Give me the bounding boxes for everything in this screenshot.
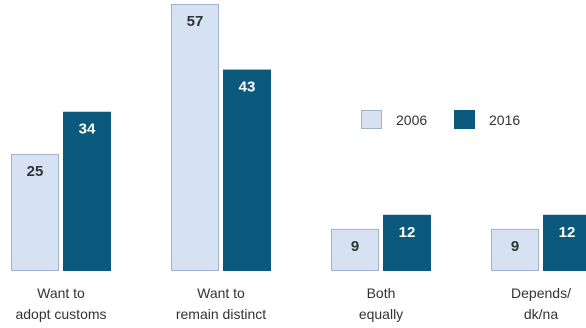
bar-2016-3: [543, 214, 586, 271]
value-label-2006-2: 9: [351, 238, 359, 255]
category-label-2-line-0: Both: [367, 285, 396, 301]
value-label-2016-1: 43: [239, 79, 256, 96]
bar-2006-1: [171, 4, 219, 271]
legend-swatch-2006: [361, 110, 382, 129]
legend: 2006 2016: [361, 110, 520, 129]
value-label-2006-3: 9: [511, 238, 519, 255]
value-label-2016-3: 12: [559, 224, 576, 241]
value-label-2016-0: 34: [79, 121, 96, 138]
value-label-2016-2: 12: [399, 224, 416, 241]
category-label-2-line-1: equally: [359, 306, 403, 322]
category-labels-layer: Want to adopt customs Want to remain distin…: [15, 285, 571, 322]
bar-2006-2: [331, 228, 379, 271]
category-label-3-line-0: Depends/: [511, 285, 571, 301]
bar-2016-0: [63, 111, 111, 271]
category-label-1-line-1: remain distinct: [176, 306, 266, 322]
bars-layer: [11, 4, 586, 271]
value-label-2006-1: 57: [187, 13, 204, 30]
legend-label-2006: 2006: [396, 112, 427, 128]
category-label-1-line-0: Want to: [197, 285, 245, 301]
category-label-0-line-1: adopt customs: [15, 306, 106, 322]
category-label-3-line-1: dk/na: [524, 306, 558, 322]
bar-2006-0: [11, 153, 59, 271]
category-label-0-line-0: Want to: [37, 285, 85, 301]
bar-2016-1: [223, 69, 271, 271]
legend-swatch-2016: [454, 110, 475, 129]
bar-2006-3: [491, 228, 539, 271]
bar-2016-2: [383, 214, 431, 271]
value-label-2006-0: 25: [27, 163, 44, 180]
value-labels-layer: 25 34 57 43 9 12 9 12: [27, 13, 576, 255]
legend-label-2016: 2016: [489, 112, 520, 128]
